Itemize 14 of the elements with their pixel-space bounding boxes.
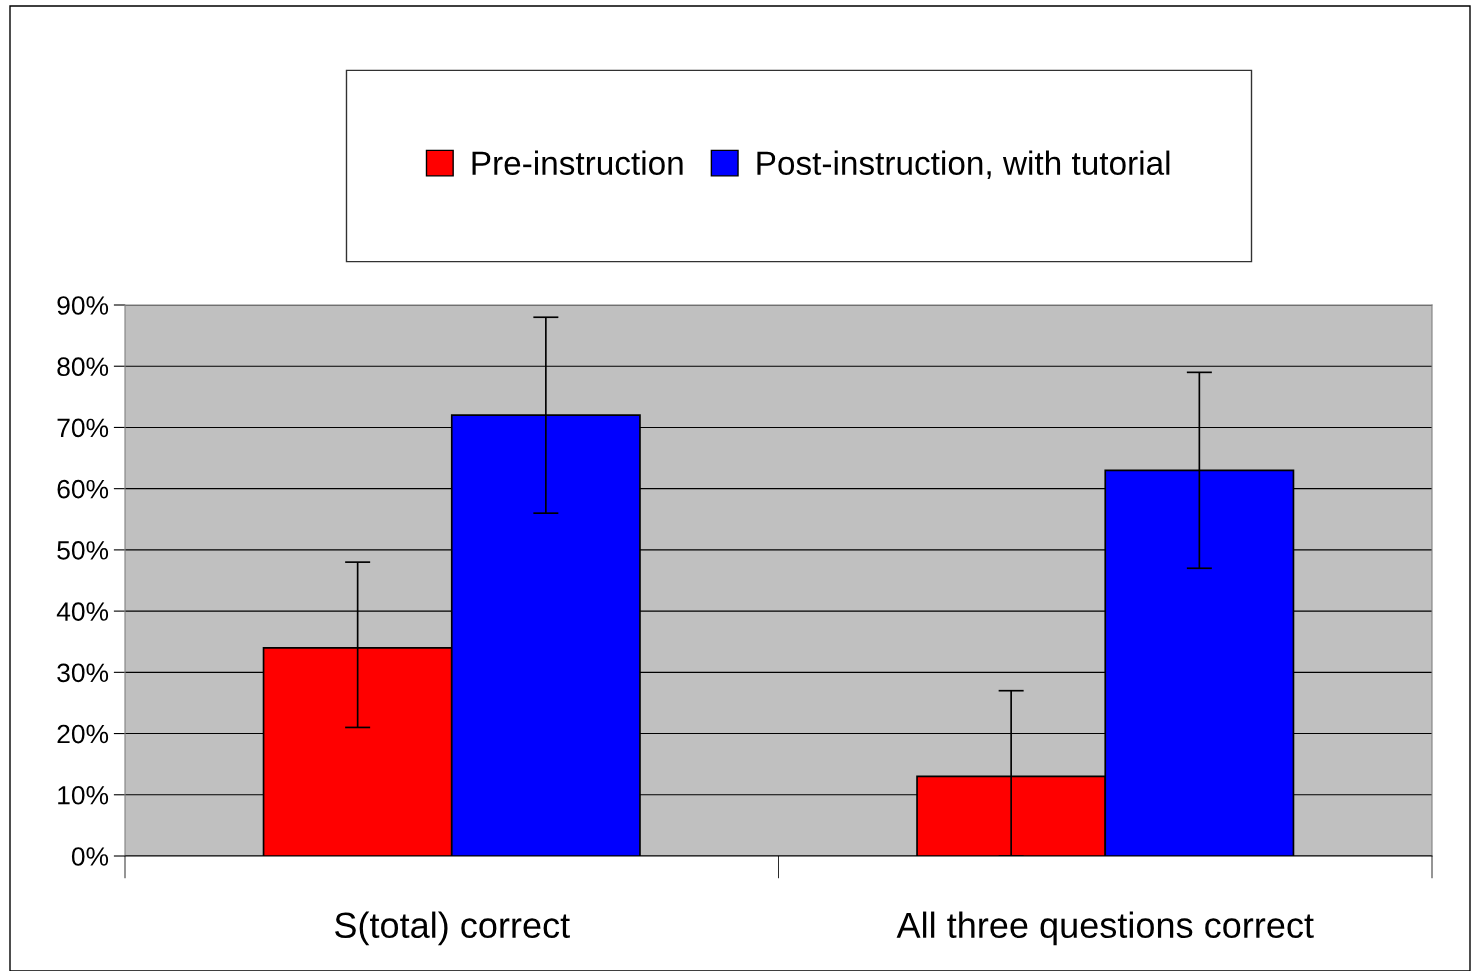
y-tick-label: 50%	[57, 541, 109, 560]
y-tick-label: 10%	[58, 785, 109, 805]
x-tick-label: S(total) correct	[335, 911, 570, 946]
y-tick-label: 90%	[57, 296, 109, 315]
legend-label: Post-instruction, with tutorial	[757, 150, 1170, 179]
y-tick-label: 30%	[57, 663, 109, 683]
y-tick-label: 0%	[71, 847, 109, 866]
y-tick-label: 70%	[57, 418, 109, 438]
legend-label: Pre-instruction	[472, 150, 683, 176]
y-tick-label: 20%	[57, 724, 109, 744]
y-tick-label: 60%	[57, 479, 109, 499]
y-tick-label: 40%	[56, 602, 109, 621]
y-tick-label: 80%	[57, 357, 109, 377]
x-tick-label: All three questions correct	[896, 911, 1314, 946]
